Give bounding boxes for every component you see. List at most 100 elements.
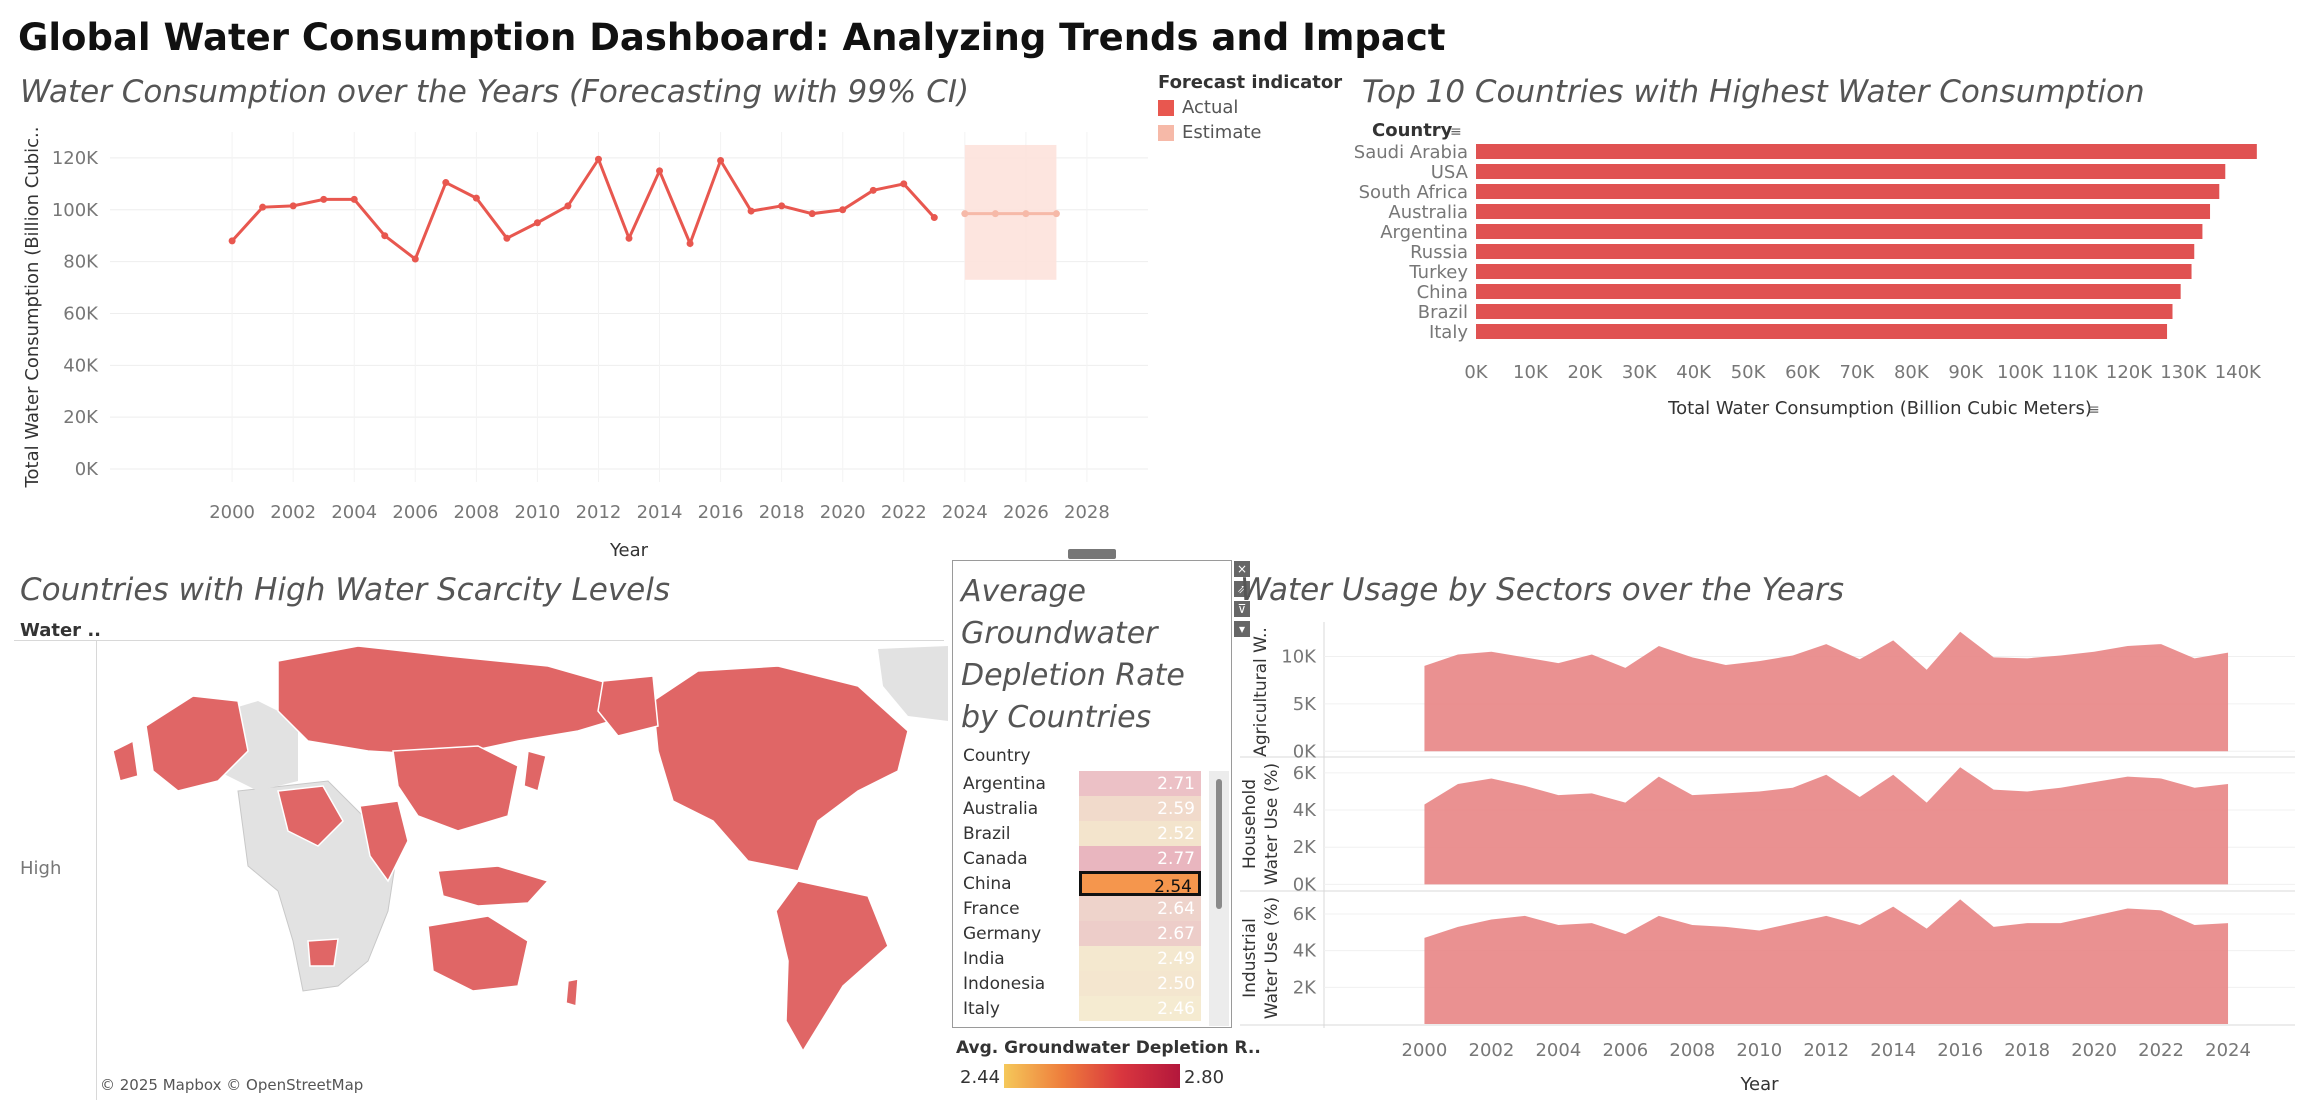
map-row-divider [96, 640, 97, 1100]
x-tick-label: 30K [1622, 362, 1658, 383]
x-tick-label: 2000 [209, 502, 255, 523]
table-row[interactable]: Canada 2.77 [953, 846, 1201, 871]
table-row-value: 2.49 [1157, 949, 1195, 969]
table-heat-cell[interactable]: 2.67 [1079, 921, 1201, 946]
table-row-value: 2.71 [1157, 774, 1195, 794]
legend-swatch-estimate [1158, 124, 1174, 141]
table-heat-cell[interactable]: 2.54 [1079, 871, 1201, 897]
table-row[interactable]: France 2.64 [953, 896, 1201, 921]
map-russia[interactable] [277, 645, 629, 757]
table-heat-cell[interactable]: 2.50 [1079, 971, 1201, 996]
map-middle-east[interactable] [277, 785, 344, 847]
sort-icon: ≡ [1450, 124, 1462, 140]
table-row-value: 2.46 [1157, 999, 1195, 1019]
close-icon[interactable]: × [1234, 561, 1250, 577]
map-uk[interactable] [112, 739, 139, 782]
legend-label-actual: Actual [1182, 97, 1239, 118]
x-tick-label: 2008 [1669, 1040, 1715, 1061]
x-tick-label: 2018 [2004, 1040, 2050, 1061]
gradient-legend-bar [1004, 1064, 1180, 1088]
map-japan[interactable] [523, 750, 547, 792]
y-tick-label: 20K [63, 407, 99, 428]
map-south-africa[interactable] [307, 938, 339, 967]
map-india[interactable] [359, 800, 409, 883]
y-tick-label: 40K [63, 355, 99, 376]
table-row[interactable]: China 2.54 [953, 871, 1201, 897]
bar [1476, 184, 2220, 199]
data-point-actual [717, 157, 725, 165]
table-row[interactable]: Indonesia 2.50 [953, 971, 1201, 996]
table-row-value: 2.59 [1157, 799, 1195, 819]
map-south-america[interactable] [775, 880, 889, 1053]
table-row[interactable]: Germany 2.67 [953, 921, 1201, 946]
table-row-value: 2.67 [1157, 924, 1195, 944]
legend-swatch-actual [1158, 99, 1174, 116]
table-row-country: Argentina [963, 774, 1046, 794]
sectors-title: Water Usage by Sectors over the Years [1240, 572, 1844, 608]
filter-icon[interactable]: ⊽ [1234, 601, 1250, 617]
table-heat-cell[interactable]: 2.46 [1079, 996, 1201, 1021]
panel-drag-handle[interactable] [1068, 549, 1116, 559]
bar-category-label: Saudi Arabia [1354, 142, 1468, 163]
map-europe[interactable] [145, 695, 249, 792]
legend-item-actual[interactable]: Actual [1158, 97, 1342, 118]
table-heat-cell[interactable]: 2.52 [1079, 821, 1201, 846]
legend-item-estimate[interactable]: Estimate [1158, 122, 1342, 143]
table-row[interactable]: India 2.49 [953, 946, 1201, 971]
y-tick-label: 5K [1293, 694, 1317, 715]
table-row-value: 2.50 [1157, 974, 1195, 994]
more-options-icon[interactable]: ▾ [1234, 621, 1250, 637]
table-row[interactable]: Italy 2.46 [953, 996, 1201, 1021]
map-alaska[interactable] [597, 675, 659, 737]
sector-area-chart[interactable]: 0K 5K 10K Agricultural W.. 0K 2K 4K 6K Household… [1240, 618, 2300, 1098]
map-australia[interactable] [427, 915, 529, 992]
map-southeast-asia[interactable] [437, 865, 550, 907]
table-scrollbar-track[interactable] [1209, 771, 1229, 1026]
dashboard-title: Global Water Consumption Dashboard: Anal… [18, 16, 1446, 59]
table-heat-cell[interactable]: 2.59 [1079, 796, 1201, 821]
x-tick-label: 2018 [759, 502, 805, 523]
table-heat-cell[interactable]: 2.77 [1079, 846, 1201, 871]
map-africa-base [237, 780, 399, 992]
data-point-estimate [991, 210, 999, 218]
map-greenland [878, 646, 948, 721]
table-row[interactable]: Brazil 2.52 [953, 821, 1201, 846]
map-new-zealand[interactable] [565, 978, 579, 1007]
table-row[interactable]: Australia 2.59 [953, 796, 1201, 821]
map-china[interactable] [392, 745, 519, 832]
gradient-legend-max: 2.80 [1184, 1067, 1225, 1088]
gradient-legend-title: Avg. Groundwater Depletion R.. [956, 1038, 1261, 1058]
bar-chart-title: Top 10 Countries with Highest Water Cons… [1362, 74, 2145, 110]
table-heat-cell[interactable]: 2.49 [1079, 946, 1201, 971]
x-tick-label: 2024 [942, 502, 988, 523]
x-tick-label: 110K [2051, 362, 2098, 383]
y-tick-label: 6K [1293, 763, 1317, 784]
table-row-value: 2.77 [1157, 849, 1195, 869]
x-tick-label: 2020 [820, 502, 866, 523]
data-point-actual [320, 195, 328, 203]
data-point-actual [930, 214, 938, 222]
groundwater-depletion-table[interactable]: Average Groundwater Depletion Rate by Co… [952, 560, 1232, 1028]
table-row-country: Australia [963, 799, 1039, 819]
forecast-legend: Forecast indicator Actual Estimate [1158, 72, 1342, 143]
x-tick-label: 50K [1731, 362, 1767, 383]
data-point-estimate [1022, 210, 1030, 218]
table-heat-cell[interactable]: 2.71 [1079, 771, 1201, 796]
x-tick-label: 2012 [1803, 1040, 1849, 1061]
table-row[interactable]: Argentina 2.71 [953, 771, 1201, 796]
data-point-actual [625, 234, 633, 242]
forecast-legend-title: Forecast indicator [1158, 72, 1343, 93]
go-to-sheet-icon[interactable]: ⇗ [1234, 581, 1250, 597]
map-north-america[interactable] [652, 665, 909, 872]
line-chart[interactable]: 0K 20K 40K 60K 80K 100K 120K 2000 2002 2004 2006 20… [0, 120, 1160, 560]
table-row-country: Germany [963, 924, 1042, 944]
world-map[interactable] [98, 641, 948, 1096]
table-row-country: Italy [963, 999, 1000, 1019]
map-attribution[interactable]: © 2025 Mapbox © OpenStreetMap [100, 1076, 364, 1094]
y-tick-label: 120K [52, 148, 99, 169]
table-heat-cell[interactable]: 2.64 [1079, 896, 1201, 921]
x-tick-label: 2016 [698, 502, 744, 523]
table-scrollbar-thumb[interactable] [1216, 779, 1222, 909]
x-tick-label: 2014 [637, 502, 683, 523]
